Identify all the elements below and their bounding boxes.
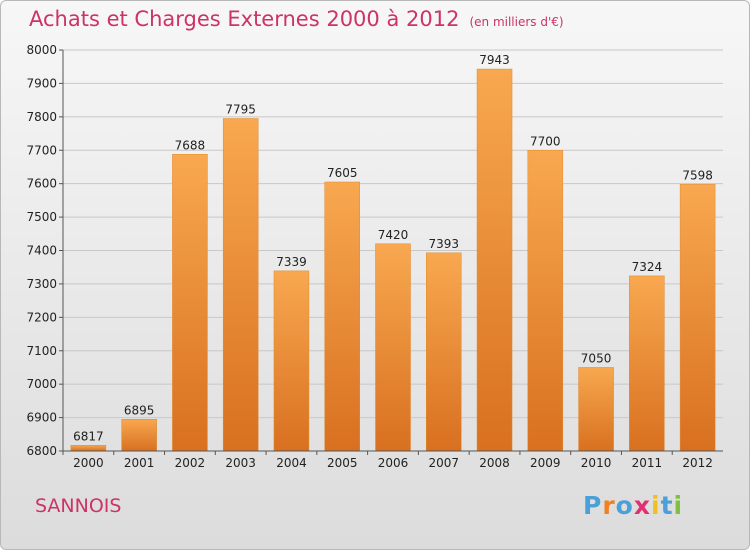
logo-letter: P: [583, 491, 603, 520]
data-label: 7420: [378, 228, 409, 242]
y-tick-label: 7000: [26, 377, 57, 391]
chart-title-text: Achats et Charges Externes 2000 à 2012: [29, 7, 460, 31]
bar: [476, 68, 513, 452]
bar: [578, 367, 614, 452]
y-tick-label: 7700: [26, 143, 57, 157]
data-label: 7943: [479, 53, 510, 67]
y-tick-label: 8000: [26, 43, 57, 57]
logo-letter: i: [651, 491, 661, 520]
y-tick-label: 7300: [26, 277, 57, 291]
data-label: 7324: [632, 260, 663, 274]
x-tick-label: 2011: [632, 456, 663, 470]
bar: [172, 154, 208, 452]
data-label: 7688: [175, 138, 206, 152]
x-tick-label: 2006: [378, 456, 409, 470]
logo-letter: t: [660, 491, 674, 520]
data-label: 7393: [428, 237, 459, 251]
data-label: 7605: [327, 166, 358, 180]
y-tick-label: 7500: [26, 210, 57, 224]
data-label: 6895: [124, 403, 155, 417]
chart-title: Achats et Charges Externes 2000 à 2012 (e…: [29, 7, 564, 31]
bar: [121, 419, 157, 452]
bar: [426, 252, 462, 452]
x-tick-label: 2001: [124, 456, 155, 470]
data-label: 7700: [530, 134, 561, 148]
y-tick-label: 7600: [26, 177, 57, 191]
data-label: 7795: [225, 103, 256, 117]
bar: [273, 270, 310, 452]
x-tick-label: 2007: [428, 456, 459, 470]
y-tick-label: 7200: [26, 310, 57, 324]
logo-letter: i: [673, 491, 684, 520]
bar: [679, 184, 716, 452]
logo-letter: o: [615, 491, 634, 520]
bar: [629, 275, 665, 452]
logo-letter: r: [602, 491, 616, 520]
y-tick-label: 7900: [26, 76, 57, 90]
bar: [375, 243, 411, 452]
city-name: SANNOIS: [35, 495, 122, 517]
x-tick-label: 2005: [327, 456, 358, 470]
chart-unit: (en milliers d'€): [469, 15, 564, 29]
x-tick-label: 2002: [175, 456, 206, 470]
bar: [527, 150, 564, 452]
y-tick-label: 6900: [26, 411, 57, 425]
y-tick-label: 6800: [26, 444, 57, 458]
x-tick-label: 2000: [73, 456, 104, 470]
y-tick-label: 7400: [26, 244, 57, 258]
data-label: 7339: [276, 255, 307, 269]
x-tick-label: 2010: [581, 456, 612, 470]
x-tick-label: 2008: [479, 456, 510, 470]
x-tick-label: 2009: [530, 456, 561, 470]
bar: [70, 445, 107, 452]
data-label: 7050: [581, 351, 612, 365]
bar: [324, 181, 360, 452]
data-label: 6817: [73, 429, 104, 443]
y-tick-label: 7800: [26, 110, 57, 124]
x-tick-label: 2003: [225, 456, 256, 470]
bar: [222, 118, 259, 452]
proxiti-logo[interactable]: Proxiti: [583, 491, 683, 520]
x-tick-label: 2012: [682, 456, 713, 470]
data-label: 7598: [682, 168, 713, 182]
logo-letter: x: [633, 491, 651, 520]
y-tick-label: 7100: [26, 344, 57, 358]
x-tick-label: 2004: [276, 456, 307, 470]
